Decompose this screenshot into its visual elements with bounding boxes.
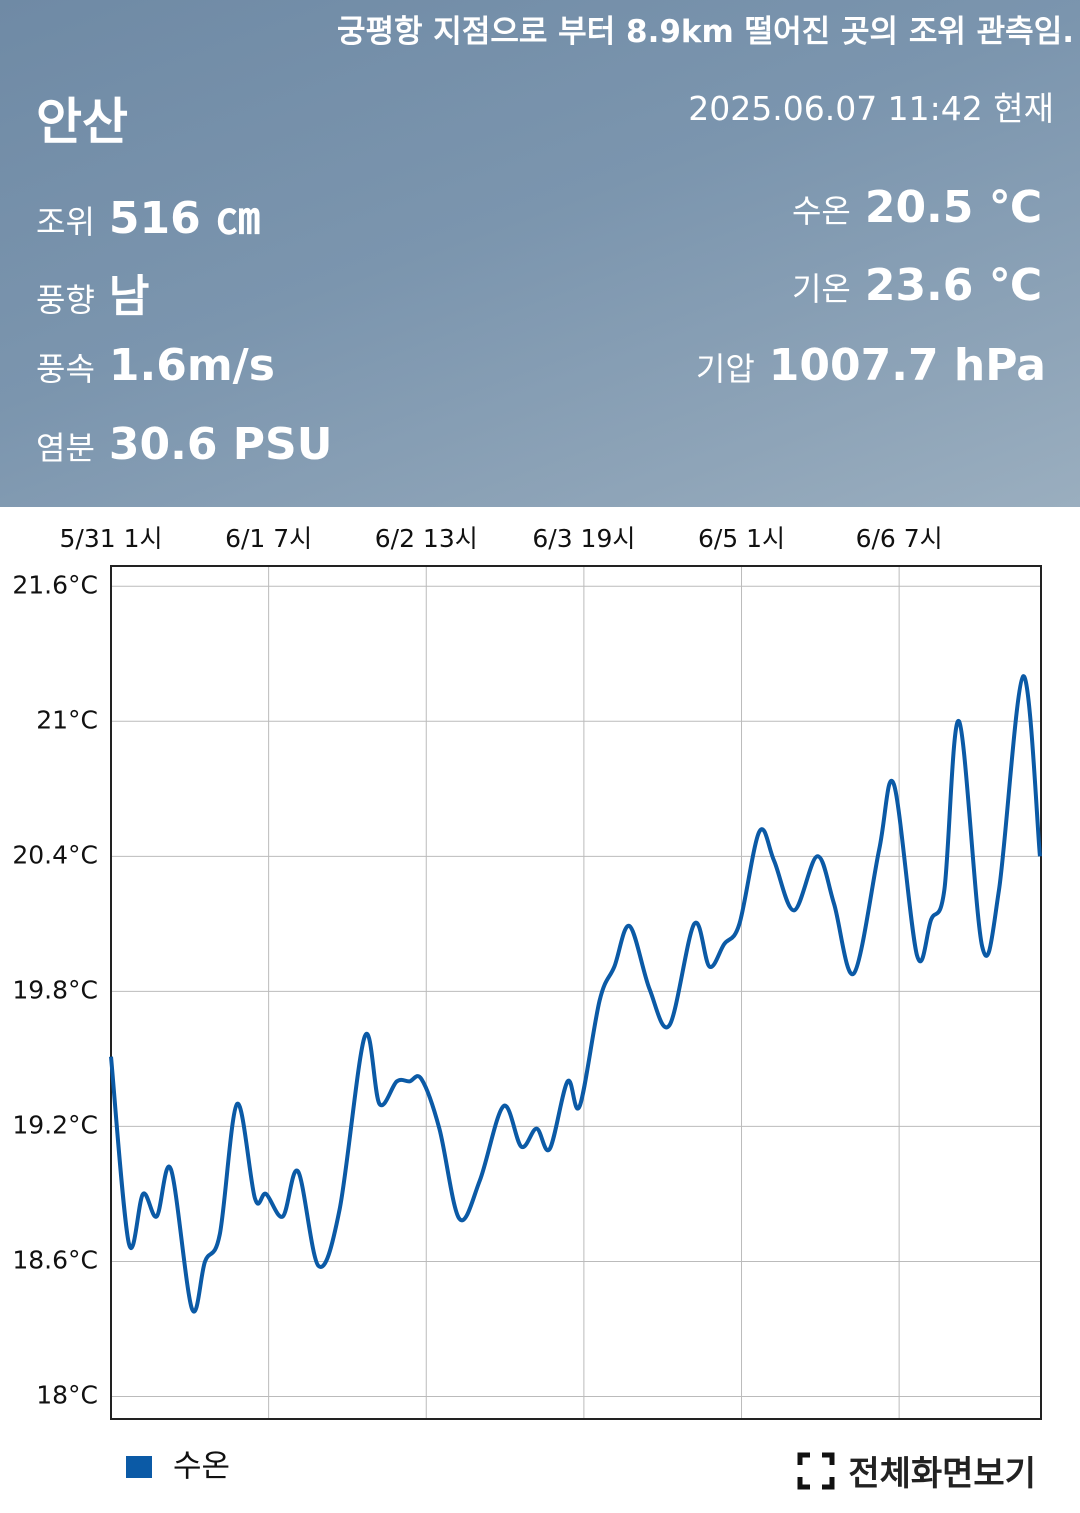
info-row: 염분 30.6 PSU [36, 419, 332, 470]
fullscreen-icon [797, 1452, 835, 1489]
x-tick-label: 5/31 1시 [60, 524, 163, 553]
legend-swatch [126, 1456, 152, 1478]
info-value: 20.5 ℃ [864, 182, 1042, 233]
info-label: 조위 [36, 203, 95, 241]
y-tick-label: 18°C [36, 1380, 98, 1409]
data-line [109, 674, 1042, 1314]
location: 안산 [36, 93, 128, 151]
info-value: 남 [108, 271, 150, 322]
x-tick-label: 6/1 7시 [225, 524, 312, 553]
y-tick-label: 18.6°C [12, 1245, 98, 1274]
fullscreen-button[interactable]: 전체화면보기 [796, 1446, 1036, 1495]
x-tick-label: 6/3 19시 [532, 524, 635, 553]
info-row: 풍향 남 [36, 260, 149, 324]
info-label: 기압 [695, 350, 755, 388]
timestamp: 2025.06.07 11:42 현재 [688, 89, 1054, 128]
info-row: 수온 20.5 ℃ [792, 182, 1042, 233]
plot-frame [110, 565, 1042, 1420]
x-tick-label: 6/5 1시 [698, 524, 785, 553]
info-value: 1007.7 hPa [768, 340, 1046, 391]
info-label: 수온 [791, 192, 851, 230]
info-label: 기온 [791, 270, 851, 308]
x-tick-label: 6/2 13시 [375, 524, 478, 553]
y-tick-label: 19.8°C [12, 975, 98, 1004]
info-label: 풍향 [36, 281, 95, 319]
info-label: 염분 [36, 429, 95, 467]
info-value: 1.6m/s [108, 340, 275, 391]
info-value: 30.6 PSU [108, 419, 333, 470]
info-row: 조위 516 ㎝ [36, 182, 260, 246]
fullscreen-label: 전체화면보기 [848, 1454, 1036, 1494]
info-row: 기온 23.6 ℃ [792, 260, 1042, 311]
info-value: 516 ㎝ [108, 193, 261, 244]
info-value: 23.6 ℃ [864, 260, 1042, 311]
info-label: 풍속 [36, 350, 95, 388]
info-row: 기압 1007.7 hPa [696, 340, 1046, 391]
x-tick-label: 6/6 7시 [856, 524, 943, 553]
legend-label: 수온 [173, 1449, 230, 1485]
plot-background [111, 566, 1041, 1419]
y-tick-label: 19.2°C [12, 1110, 98, 1139]
info-panel: 궁평항 지점으로 부터 8.9km 떨어진 곳의 조위 관측임. 안산 2025… [0, 0, 1080, 507]
y-tick-label: 21°C [36, 705, 98, 734]
notice: 궁평항 지점으로 부터 8.9km 떨어진 곳의 조위 관측임. [336, 14, 1074, 50]
chart: 18°C 18.6°C 19.2°C 19.8°C 20.4°C 21°C 21.6°C 5/… [12, 524, 1042, 1485]
y-tick-label: 20.4°C [12, 840, 98, 869]
y-tick-label: 21.6°C [12, 570, 98, 599]
info-row: 풍속 1.6m/s [36, 340, 275, 391]
